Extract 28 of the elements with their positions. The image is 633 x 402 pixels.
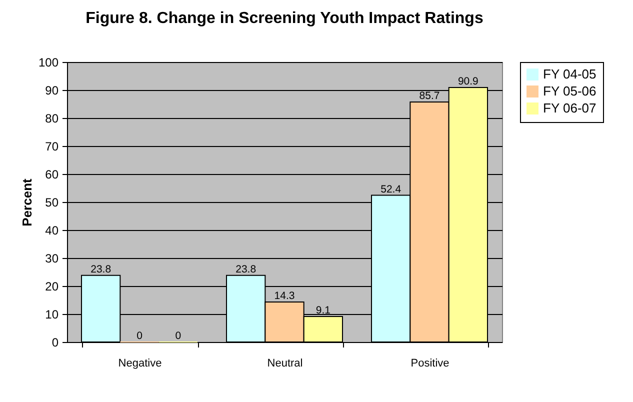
y-tick-label: 30 — [45, 252, 59, 266]
legend-label: FY 06-07 — [543, 100, 596, 116]
y-tick-label: 10 — [45, 308, 59, 322]
y-axis-title: Percent — [19, 178, 34, 226]
data-label: 0 — [175, 330, 182, 342]
x-tick-label: Positive — [410, 358, 450, 370]
data-label: 9.1 — [316, 304, 331, 317]
data-label: 23.8 — [236, 263, 256, 276]
y-tick-label: 70 — [45, 140, 59, 154]
y-tick-label: 50 — [45, 196, 59, 210]
chart-title: Figure 8. Change in Screening Youth Impact Ratings — [86, 10, 484, 27]
y-tick-label: 0 — [52, 336, 59, 350]
data-label: 85.7 — [419, 90, 440, 102]
legend-label: FY 05-06 — [543, 84, 596, 98]
data-label: 90.9 — [458, 75, 479, 88]
y-tick-label: 90 — [45, 84, 59, 98]
y-tick-label: 60 — [45, 168, 59, 182]
x-tick-label: Negative — [118, 358, 162, 370]
data-label: 0 — [136, 330, 143, 342]
data-label: 23.8 — [90, 263, 112, 276]
y-tick-label: 20 — [45, 280, 59, 294]
legend-label: FY 04-05 — [543, 66, 596, 82]
data-label: 52.4 — [380, 183, 402, 196]
y-tick-label: 40 — [45, 224, 59, 238]
x-tick-label: Neutral — [267, 358, 303, 370]
y-tick-label: 80 — [45, 112, 59, 126]
y-tick-label: 100 — [38, 56, 59, 70]
data-label: 14.3 — [274, 290, 295, 302]
